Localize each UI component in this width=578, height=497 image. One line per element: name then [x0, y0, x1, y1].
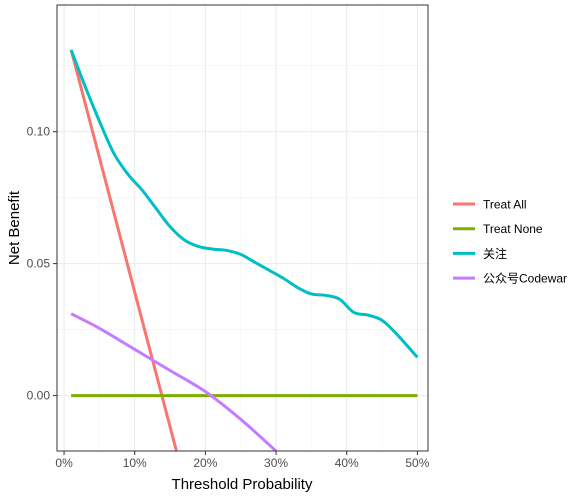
x-tick-label: 50%	[405, 456, 429, 470]
legend-label-1: Treat None	[483, 222, 543, 236]
y-axis: 0.00 0.05 0.10	[27, 125, 57, 403]
series-line-0	[69, 49, 178, 451]
legend-label-3: 公众号Codewar	[483, 272, 567, 286]
x-tick-label: 20%	[193, 456, 217, 470]
y-tick-label: 0.00	[27, 389, 51, 403]
panel-border	[56, 4, 429, 452]
x-tick-label: 0%	[55, 456, 73, 470]
y-tick-label: 0.10	[27, 125, 51, 139]
y-axis-title: Net Benefit	[6, 190, 23, 265]
x-tick-label: 10%	[123, 456, 147, 470]
legend-label-2: 关注	[483, 246, 507, 261]
x-tick-label: 40%	[335, 456, 359, 470]
x-axis-title: Threshold Probability	[172, 476, 313, 493]
series-layer	[69, 49, 419, 451]
series-line-3	[70, 312, 278, 451]
x-tick-label: 30%	[264, 456, 288, 470]
x-axis: 0% 10% 20% 30% 40% 50%	[55, 451, 430, 470]
y-tick-label: 0.05	[27, 257, 51, 271]
plot-area	[69, 49, 419, 451]
series-line-2	[69, 49, 419, 359]
legend-label-0: Treat All	[483, 198, 527, 212]
